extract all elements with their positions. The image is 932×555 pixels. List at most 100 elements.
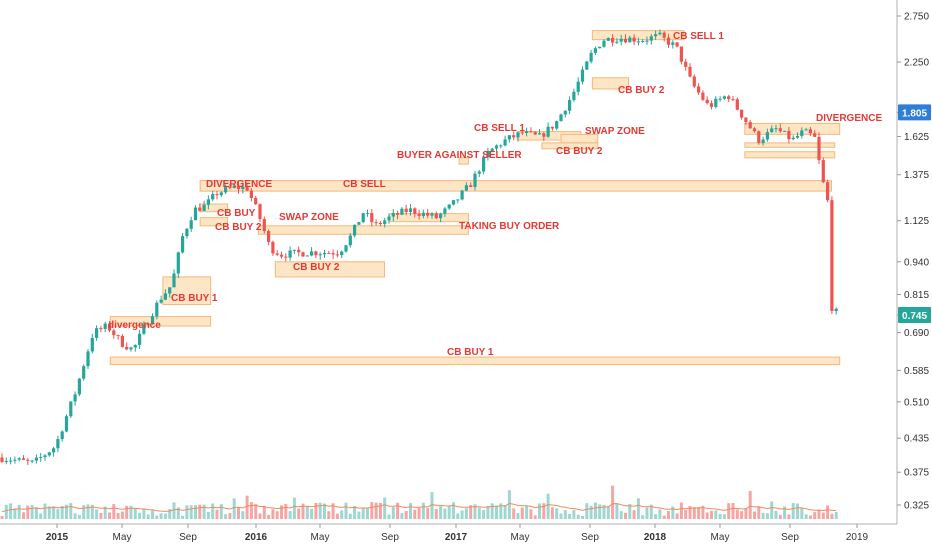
volume-bar (710, 510, 713, 519)
volume-bar (331, 503, 335, 519)
y-tick-label: 0.815 (904, 290, 929, 301)
candle-body (654, 34, 658, 37)
candle-body (159, 299, 163, 303)
zone-box (199, 180, 832, 192)
candle-body (563, 110, 567, 115)
volume-bar (314, 502, 318, 519)
candle-body (503, 139, 507, 146)
volume-bar (232, 498, 236, 519)
candle-body (830, 200, 834, 311)
zone-box (109, 316, 212, 327)
candle-body (267, 231, 271, 242)
y-tick-label: 0.325 (904, 501, 929, 512)
volume-bar (249, 502, 253, 519)
volume-bar (813, 512, 817, 519)
volume-bar (391, 507, 395, 519)
candle-body (258, 204, 262, 220)
y-tick-label: 0.940 (904, 257, 929, 268)
candle-body (99, 328, 103, 330)
volume-bar (602, 504, 606, 519)
volume-bar (288, 511, 292, 519)
volume-bar (120, 511, 124, 519)
volume-bar (65, 504, 68, 519)
volume-bar (796, 503, 799, 519)
volume-bar (718, 514, 722, 519)
zone-box (257, 225, 469, 235)
volume-bar (430, 492, 434, 519)
volume-bar (344, 502, 348, 519)
candle-body (163, 293, 167, 300)
candle-body (649, 36, 653, 41)
volume-bar (731, 502, 735, 519)
volume-bar (374, 502, 378, 519)
candle-body (138, 333, 142, 345)
candle-body (361, 213, 365, 223)
volume-bar (576, 514, 580, 519)
candle-body (17, 458, 21, 460)
volume-bar (688, 506, 692, 519)
volume-bar (581, 515, 584, 519)
candle-body (451, 200, 456, 205)
volume-bar (555, 508, 559, 519)
candle-body (353, 224, 357, 236)
candle-body (0, 457, 4, 462)
x-tick-label: May (511, 532, 530, 543)
candle-body (292, 249, 296, 251)
volume-bar (529, 509, 533, 519)
volume-bar (477, 507, 481, 519)
candle-body (116, 335, 120, 337)
candle-body (4, 460, 8, 462)
volume-bar (219, 504, 223, 519)
candle-body (301, 252, 305, 257)
candle-body (800, 130, 804, 136)
volume-bar (550, 507, 554, 519)
candle-body (112, 330, 116, 336)
zone-layer (109, 30, 841, 366)
annotation-label: DIVERGENCE (816, 113, 882, 124)
candle-body (658, 32, 662, 35)
candle-body (185, 228, 189, 237)
candle-body (701, 92, 705, 100)
annotation-label: BUYER AGAINST SELLER (397, 150, 522, 161)
annotation-label: CB SELL 1 (673, 31, 724, 42)
volume-bar (473, 504, 477, 519)
zone-box (274, 261, 385, 278)
candle-body (396, 212, 400, 215)
candle-body (598, 46, 602, 49)
candle-body (133, 344, 137, 348)
candle-body (34, 457, 38, 461)
candle-body (47, 452, 51, 456)
volume-bar (701, 505, 705, 519)
volume-bar (679, 502, 683, 519)
volume-bar (654, 514, 658, 519)
annotation-label: CB BUY 2 (556, 146, 603, 157)
candle-body (529, 131, 533, 133)
volume-bar (619, 511, 623, 519)
volume-bar (202, 504, 206, 519)
annotation-layer: DIVERGENCE CB SELL CB BUY CB BUY 2 SWAP ZONE… (108, 31, 882, 358)
volume-bar (563, 510, 567, 519)
volume-bar (159, 513, 163, 519)
volume-bar (516, 513, 520, 519)
candle-body (254, 197, 258, 205)
candle-body (795, 135, 800, 138)
candle-body (580, 69, 585, 82)
volume-bar (705, 512, 709, 519)
candle-body (718, 98, 722, 100)
x-tick-label: Sep (781, 532, 799, 543)
volume-bar (215, 509, 219, 519)
volume-bar (228, 513, 232, 519)
candle-body (357, 222, 361, 225)
candle-body (615, 41, 619, 43)
candle-body (568, 100, 572, 111)
volume-bar (86, 504, 90, 519)
volume-bar (753, 511, 756, 519)
volume-bar (318, 502, 322, 519)
candle-body (142, 324, 146, 334)
annotation-label: CB BUY 2 (293, 262, 340, 273)
volume-bar (163, 513, 167, 519)
candle-body (146, 323, 150, 325)
volume-bar (378, 502, 382, 519)
volume-bar (791, 502, 795, 519)
